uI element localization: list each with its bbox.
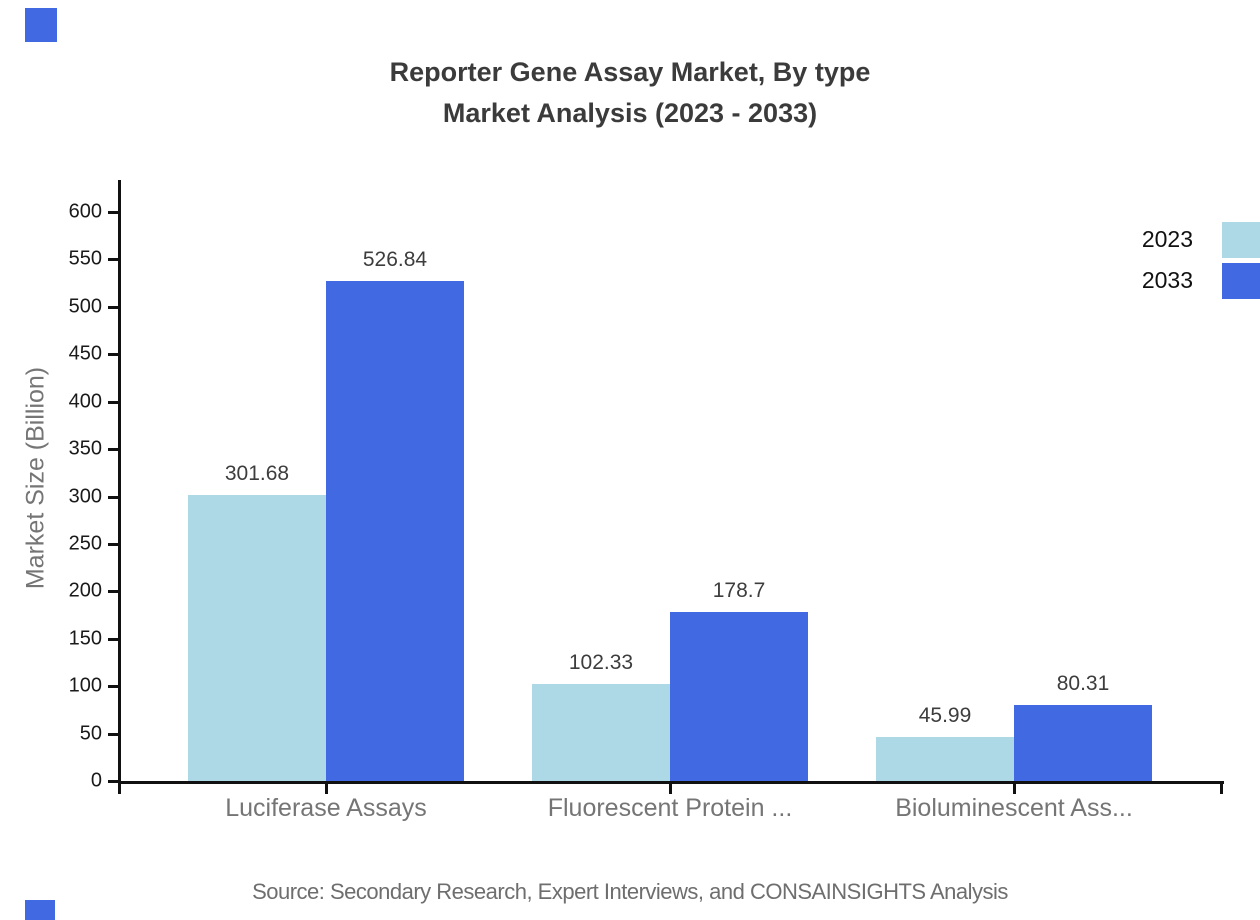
y-tick xyxy=(108,685,118,689)
y-tick xyxy=(108,780,118,783)
y-tick xyxy=(108,305,118,309)
y-tick-label: 450 xyxy=(68,342,102,365)
y-tick xyxy=(108,400,118,404)
brand-mark-top xyxy=(25,8,57,42)
y-tick-label: 500 xyxy=(68,295,102,318)
legend-row-2033: 2033 xyxy=(1142,260,1260,301)
bar-2023-cat0 xyxy=(188,494,326,781)
y-tick xyxy=(108,637,118,641)
bar-2033-cat1 xyxy=(670,611,808,781)
bar-value-label: 178.7 xyxy=(712,578,766,602)
y-tick xyxy=(108,732,118,736)
y-tick-label: 150 xyxy=(68,627,102,650)
bar-value-label: 45.99 xyxy=(918,704,972,728)
legend-swatch xyxy=(1222,221,1260,258)
x-category-label: Luciferase Assays xyxy=(225,794,427,822)
y-tick-label: 400 xyxy=(68,390,102,413)
y-tick-label: 100 xyxy=(68,674,102,697)
x-tick xyxy=(118,784,121,794)
bar-2033-cat0 xyxy=(326,281,464,781)
legend-row-2023: 2023 xyxy=(1142,219,1260,260)
y-tick-label: 550 xyxy=(68,247,102,270)
bar-2023-cat1 xyxy=(532,683,670,781)
chart-title-line1: Reporter Gene Assay Market, By type xyxy=(389,57,871,87)
y-tick xyxy=(108,211,118,214)
y-tick-label: 0 xyxy=(90,769,102,792)
y-tick xyxy=(108,495,118,499)
y-tick-label: 200 xyxy=(68,579,102,602)
y-axis-line xyxy=(118,180,121,789)
chart-title-line2: Market Analysis (2023 - 2033) xyxy=(442,98,818,128)
bar-2023-cat2 xyxy=(876,737,1014,781)
brand-mark-bottom xyxy=(25,900,55,920)
x-tick xyxy=(325,784,328,794)
y-tick xyxy=(108,353,118,357)
chart-title: Reporter Gene Assay Market, By type Mark… xyxy=(0,52,1260,134)
y-tick-label: 350 xyxy=(68,437,102,460)
bar-value-label: 102.33 xyxy=(568,650,634,674)
x-category-label: Fluorescent Protein ... xyxy=(547,794,793,822)
y-tick xyxy=(108,448,118,452)
bar-2033-cat2 xyxy=(1014,704,1152,781)
legend-label: 2023 xyxy=(1141,226,1193,252)
bar-value-label: 80.31 xyxy=(1056,671,1110,695)
x-tick xyxy=(1013,784,1016,794)
y-tick xyxy=(108,542,118,546)
source-note: Source: Secondary Research, Expert Inter… xyxy=(252,879,1008,904)
y-tick-label: 50 xyxy=(79,722,102,745)
legend-label: 2033 xyxy=(1141,267,1193,293)
legend-swatch xyxy=(1222,262,1260,299)
legend: 2023 2033 xyxy=(1142,219,1260,301)
x-tick xyxy=(1220,784,1223,794)
y-tick-label: 250 xyxy=(68,532,102,555)
x-axis-line xyxy=(118,781,1224,784)
x-tick xyxy=(669,784,672,794)
y-tick xyxy=(108,258,118,262)
x-category-label: Bioluminescent Ass... xyxy=(895,794,1133,822)
bar-value-label: 526.84 xyxy=(362,248,428,272)
bar-value-label: 301.68 xyxy=(224,461,290,485)
y-tick-label: 300 xyxy=(68,485,102,507)
y-tick xyxy=(108,590,118,594)
y-tick-label: 600 xyxy=(68,200,102,223)
